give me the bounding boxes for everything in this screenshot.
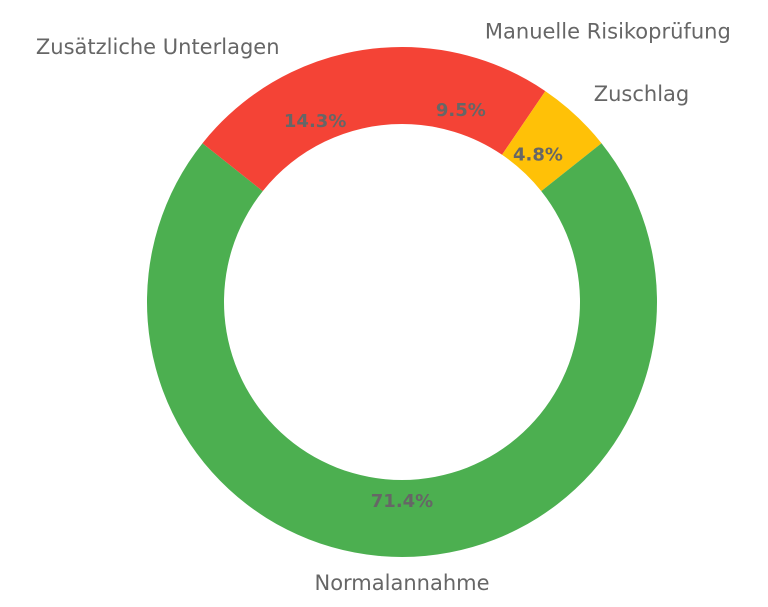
slice-percent-2: 71.4% — [371, 491, 433, 512]
slice-labels: Manuelle Risikoprüfung 9.5% Zuschlag 4.8% No… — [36, 19, 731, 595]
slice-label-3: Zusätzliche Unterlagen — [36, 35, 280, 59]
slice-percent-3: 14.3% — [284, 111, 346, 132]
slice-label-0: Manuelle Risikoprüfung — [485, 19, 731, 43]
donut-slices — [147, 47, 658, 557]
slice-label-2: Normalannahme — [314, 571, 489, 595]
slice-percent-0: 9.5% — [436, 100, 486, 121]
slice-1 — [502, 91, 602, 192]
slice-3 — [202, 47, 402, 192]
slice-label-1: Zuschlag — [594, 82, 690, 106]
slice-2 — [147, 143, 658, 557]
slice-percent-1: 4.8% — [513, 144, 563, 165]
slice-0 — [402, 47, 546, 155]
